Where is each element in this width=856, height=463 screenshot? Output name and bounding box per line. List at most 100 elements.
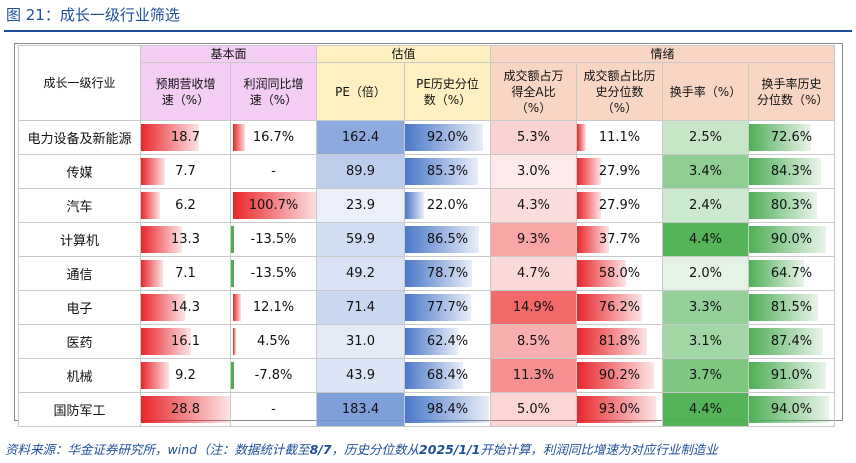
turnover-share-cell: 5.0% [490,392,577,427]
table-row: 通信 7.1 -13.5% 49.2 78.7% 4.7% 58.0% 2.0% 64.7% [18,256,835,291]
header-pe: PE（倍） [316,62,405,121]
rev-growth-cell-bar [141,294,186,321]
pe-pct-cell-bar [405,294,472,321]
rev-growth-cell-inner: 9.2 [141,359,230,392]
profit-growth-neg-bar [231,226,234,253]
turnover-rate-pct-cell-bar [749,328,824,355]
turnover-share-pct-cell: 81.8% [576,324,663,359]
pe-pct-cell-bar [405,396,489,423]
turnover-share-pct-cell-value: 27.9% [598,198,641,213]
pe-cell: 162.4 [316,120,405,155]
turnover-rate-pct-cell: 87.4% [748,324,835,359]
header-pe-pct: PE历史分位数（%） [404,62,491,121]
turnover-share-pct-cell-inner: 90.2% [577,359,662,392]
pe-pct-cell-inner: 86.5% [405,223,490,256]
turnover-rate-pct-cell-inner: 72.6% [749,121,834,154]
turnover-rate-pct-cell: 90.0% [748,222,835,257]
turnover-rate-pct-cell-inner: 80.3% [749,189,834,222]
profit-growth-cell-inner: - [231,155,316,188]
pe-cell: 71.4 [316,290,405,325]
rev-growth-cell-value: 16.1 [171,334,200,349]
rev-growth-cell: 9.2 [140,358,231,393]
turnover-rate-pct-cell-value: 81.5% [770,300,813,315]
turnover-rate-cell: 3.7% [662,358,749,393]
turnover-rate-cell: 3.1% [662,324,749,359]
turnover-share-pct-cell-value: 37.7% [598,232,641,247]
turnover-share-pct-cell-bar [577,226,610,253]
turnover-rate-pct-cell-bar [749,362,827,389]
turnover-rate-pct-cell-bar [749,396,829,423]
pe-cell: 59.9 [316,222,405,257]
pe-pct-cell-bar [405,260,472,287]
pe-pct-cell-value: 98.4% [426,402,469,417]
rev-growth-cell-inner: 13.3 [141,223,230,256]
table-row: 电子 14.3 12.1% 71.4 77.7% 14.9% 76.2% 3.3% 81.5% [18,290,835,325]
profit-growth-cell: 100.7% [230,188,317,223]
turnover-share-pct-cell-bar [577,362,654,389]
profit-growth-cell: - [230,154,317,189]
pe-cell: 89.9 [316,154,405,189]
turnover-share-pct-cell-inner: 37.7% [577,223,662,256]
rev-growth-cell-bar [141,260,163,287]
rev-growth-cell-bar [141,124,199,151]
table-row: 国防军工 28.8 - 183.4 98.4% 5.0% 93.0% 4.4% 94.0% [18,392,835,427]
pe-pct-cell-value: 68.4% [426,368,469,383]
pe-cell: 183.4 [316,392,405,427]
pe-cell: 49.2 [316,256,405,291]
turnover-rate-pct-cell-value: 94.0% [770,402,813,417]
turnover-rate-pct-cell: 64.7% [748,256,835,291]
pe-pct-cell: 62.4% [404,324,491,359]
turnover-share-pct-cell-bar [577,260,627,287]
profit-growth-cell: - [230,392,317,427]
turnover-rate-cell: 2.0% [662,256,749,291]
header-group-valuation: 估值 [316,45,491,63]
profit-growth-cell-inner: - [231,393,316,426]
rev-growth-cell-inner: 7.1 [141,257,230,290]
pe-pct-cell-inner: 68.4% [405,359,490,392]
turnover-rate-cell: 2.5% [662,120,749,155]
turnover-share-pct-cell: 11.1% [576,120,663,155]
turnover-share-pct-cell-value: 27.9% [598,164,641,179]
pe-pct-cell-bar [405,124,484,151]
turnover-share-pct-cell-value: 93.0% [598,402,641,417]
profit-growth-cell: -13.5% [230,222,317,257]
turnover-share-cell: 9.3% [490,222,577,257]
industry-cell: 电子 [18,290,141,325]
pe-pct-cell: 86.5% [404,222,491,257]
header-industry: 成长一级行业 [18,45,141,121]
turnover-share-pct-cell: 93.0% [576,392,663,427]
table-row: 传媒 7.7 - 89.9 85.3% 3.0% 27.9% 3.4% 84.3% [18,154,835,189]
pe-pct-cell-inner: 92.0% [405,121,490,154]
profit-growth-cell-inner: 4.5% [231,325,316,358]
source-date2: 2025/1/1 [419,442,481,457]
profit-growth-cell-inner: -13.5% [231,257,316,290]
profit-growth-bar [233,294,242,321]
turnover-share-pct-cell: 76.2% [576,290,663,325]
table-row: 医药 16.1 4.5% 31.0 62.4% 8.5% 81.8% 3.1% 87.4% [18,324,835,359]
turnover-share-pct-cell-inner: 58.0% [577,257,662,290]
pe-pct-cell: 98.4% [404,392,491,427]
rev-growth-cell: 13.3 [140,222,231,257]
pe-pct-cell: 92.0% [404,120,491,155]
industry-cell: 传媒 [18,154,141,189]
pe-pct-cell: 85.3% [404,154,491,189]
turnover-share-cell: 14.9% [490,290,577,325]
rev-growth-cell-inner: 6.2 [141,189,230,222]
pe-cell: 23.9 [316,188,405,223]
turnover-share-cell: 11.3% [490,358,577,393]
pe-pct-cell-value: 78.7% [426,266,469,281]
table-row: 机械 9.2 -7.8% 43.9 68.4% 11.3% 90.2% 3.7% 91.0% [18,358,835,393]
pe-pct-cell: 68.4% [404,358,491,393]
turnover-rate-pct-cell-value: 72.6% [770,130,813,145]
profit-growth-cell-inner: -13.5% [231,223,316,256]
source-suffix: 开始计算，利润同比增速为对应行业制造业 [480,442,718,457]
turnover-rate-pct-cell: 72.6% [748,120,835,155]
turnover-share-cell: 4.3% [490,188,577,223]
pe-pct-cell-value: 86.5% [426,232,469,247]
pe-pct-cell-value: 77.7% [426,300,469,315]
turnover-share-pct-cell: 58.0% [576,256,663,291]
rev-growth-cell: 16.1 [140,324,231,359]
industry-cell: 汽车 [18,188,141,223]
source-date1: 8/7 [309,442,332,457]
profit-growth-neg-bar [231,260,234,287]
